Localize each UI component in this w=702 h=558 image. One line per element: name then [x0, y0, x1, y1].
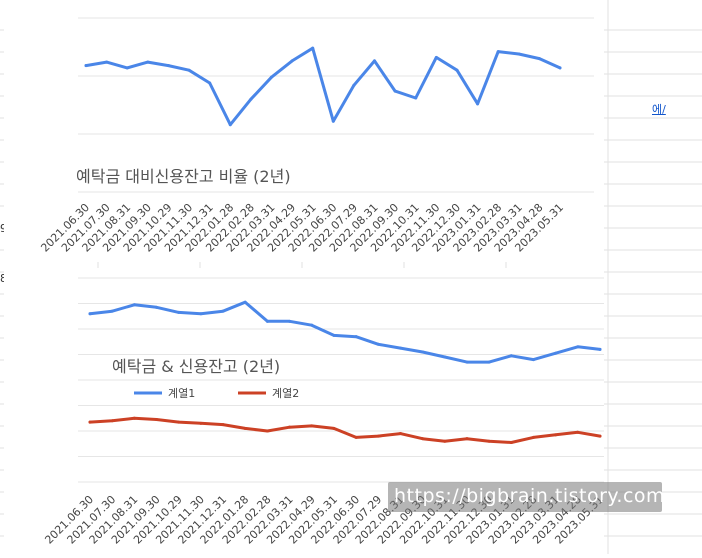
data-point — [376, 342, 380, 346]
data-point — [105, 60, 109, 64]
data-point — [221, 423, 225, 427]
data-point — [531, 358, 535, 362]
data-point — [110, 419, 114, 423]
cell-fragment: 9 — [0, 222, 7, 235]
chart-title: 예탁금 대비신용잔고 비율 (2년) — [76, 167, 291, 186]
data-point — [421, 437, 425, 441]
data-point — [132, 416, 136, 420]
data-point — [88, 420, 92, 424]
series-line-2 — [88, 416, 602, 444]
data-point — [509, 440, 513, 444]
data-point — [110, 309, 114, 313]
x-tick-labels: 2021.06.302021.07.302021.08.312021.09.30… — [38, 201, 566, 255]
data-point — [288, 319, 292, 323]
data-point — [414, 96, 418, 100]
data-point — [310, 323, 314, 327]
data-point — [421, 350, 425, 354]
data-point — [465, 437, 469, 441]
data-point — [310, 424, 314, 428]
data-point — [332, 426, 336, 430]
data-point — [221, 309, 225, 313]
data-point — [249, 97, 253, 101]
data-point — [443, 355, 447, 359]
data-point — [331, 119, 335, 123]
data-point — [265, 429, 269, 433]
data-point — [155, 418, 159, 422]
data-point — [155, 305, 159, 309]
data-point — [354, 335, 358, 339]
data-point — [166, 64, 170, 68]
legend-label: 계열2 — [272, 387, 299, 400]
data-point — [332, 333, 336, 337]
data-point — [243, 300, 247, 304]
legend[interactable]: 계열1 계열2 — [134, 387, 299, 400]
data-point — [487, 439, 491, 443]
ratio-chart[interactable]: 40.00%35.00%30.00%25.00% 예탁금 대비신용잔고 비율 (… — [4, 0, 650, 262]
data-point — [199, 312, 203, 316]
data-point — [132, 303, 136, 307]
data-point — [228, 123, 232, 127]
data-point — [311, 46, 315, 50]
watermark-text: https://bigbrain.tistory.com — [394, 485, 666, 507]
data-point — [509, 354, 513, 358]
data-point — [265, 319, 269, 323]
data-point — [269, 75, 273, 79]
data-point — [398, 346, 402, 350]
data-point — [393, 89, 397, 93]
data-point — [88, 312, 92, 316]
data-point — [443, 439, 447, 443]
data-point — [177, 310, 181, 314]
data-point — [476, 102, 480, 106]
data-point — [487, 360, 491, 364]
y-gridlines — [78, 17, 594, 193]
data-point — [554, 351, 558, 355]
data-point — [496, 50, 500, 54]
series-line-1 — [88, 300, 602, 364]
data-point — [455, 68, 459, 72]
data-point — [125, 66, 129, 70]
data-point — [199, 421, 203, 425]
data-point — [290, 59, 294, 63]
data-point — [576, 430, 580, 434]
series-line-1 — [84, 46, 562, 127]
data-point — [354, 435, 358, 439]
data-point — [576, 345, 580, 349]
data-point — [554, 433, 558, 437]
data-point — [598, 434, 602, 438]
data-point — [146, 60, 150, 64]
data-point — [398, 432, 402, 436]
data-point — [373, 59, 377, 63]
y-gridlines — [78, 277, 614, 483]
data-point — [376, 434, 380, 438]
data-point — [434, 55, 438, 59]
data-point — [465, 360, 469, 364]
data-point — [352, 83, 356, 87]
data-point — [187, 68, 191, 72]
series-line — [84, 46, 562, 127]
watermark: https://bigbrain.tistory.com — [388, 482, 666, 512]
cell-link-fragment[interactable]: 에/ — [652, 103, 666, 116]
data-point — [558, 66, 562, 70]
data-point — [84, 64, 88, 68]
data-point — [288, 425, 292, 429]
series-lines — [88, 300, 602, 444]
data-point — [531, 435, 535, 439]
chart-title: 예탁금 & 신용잔고 (2년) — [112, 357, 280, 376]
data-point — [208, 81, 212, 85]
data-point — [537, 57, 541, 61]
legend-label: 계열1 — [168, 387, 195, 400]
data-point — [598, 347, 602, 351]
data-point — [243, 426, 247, 430]
cell-fragment: 8 — [0, 272, 7, 285]
data-point — [517, 52, 521, 56]
data-point — [177, 420, 181, 424]
